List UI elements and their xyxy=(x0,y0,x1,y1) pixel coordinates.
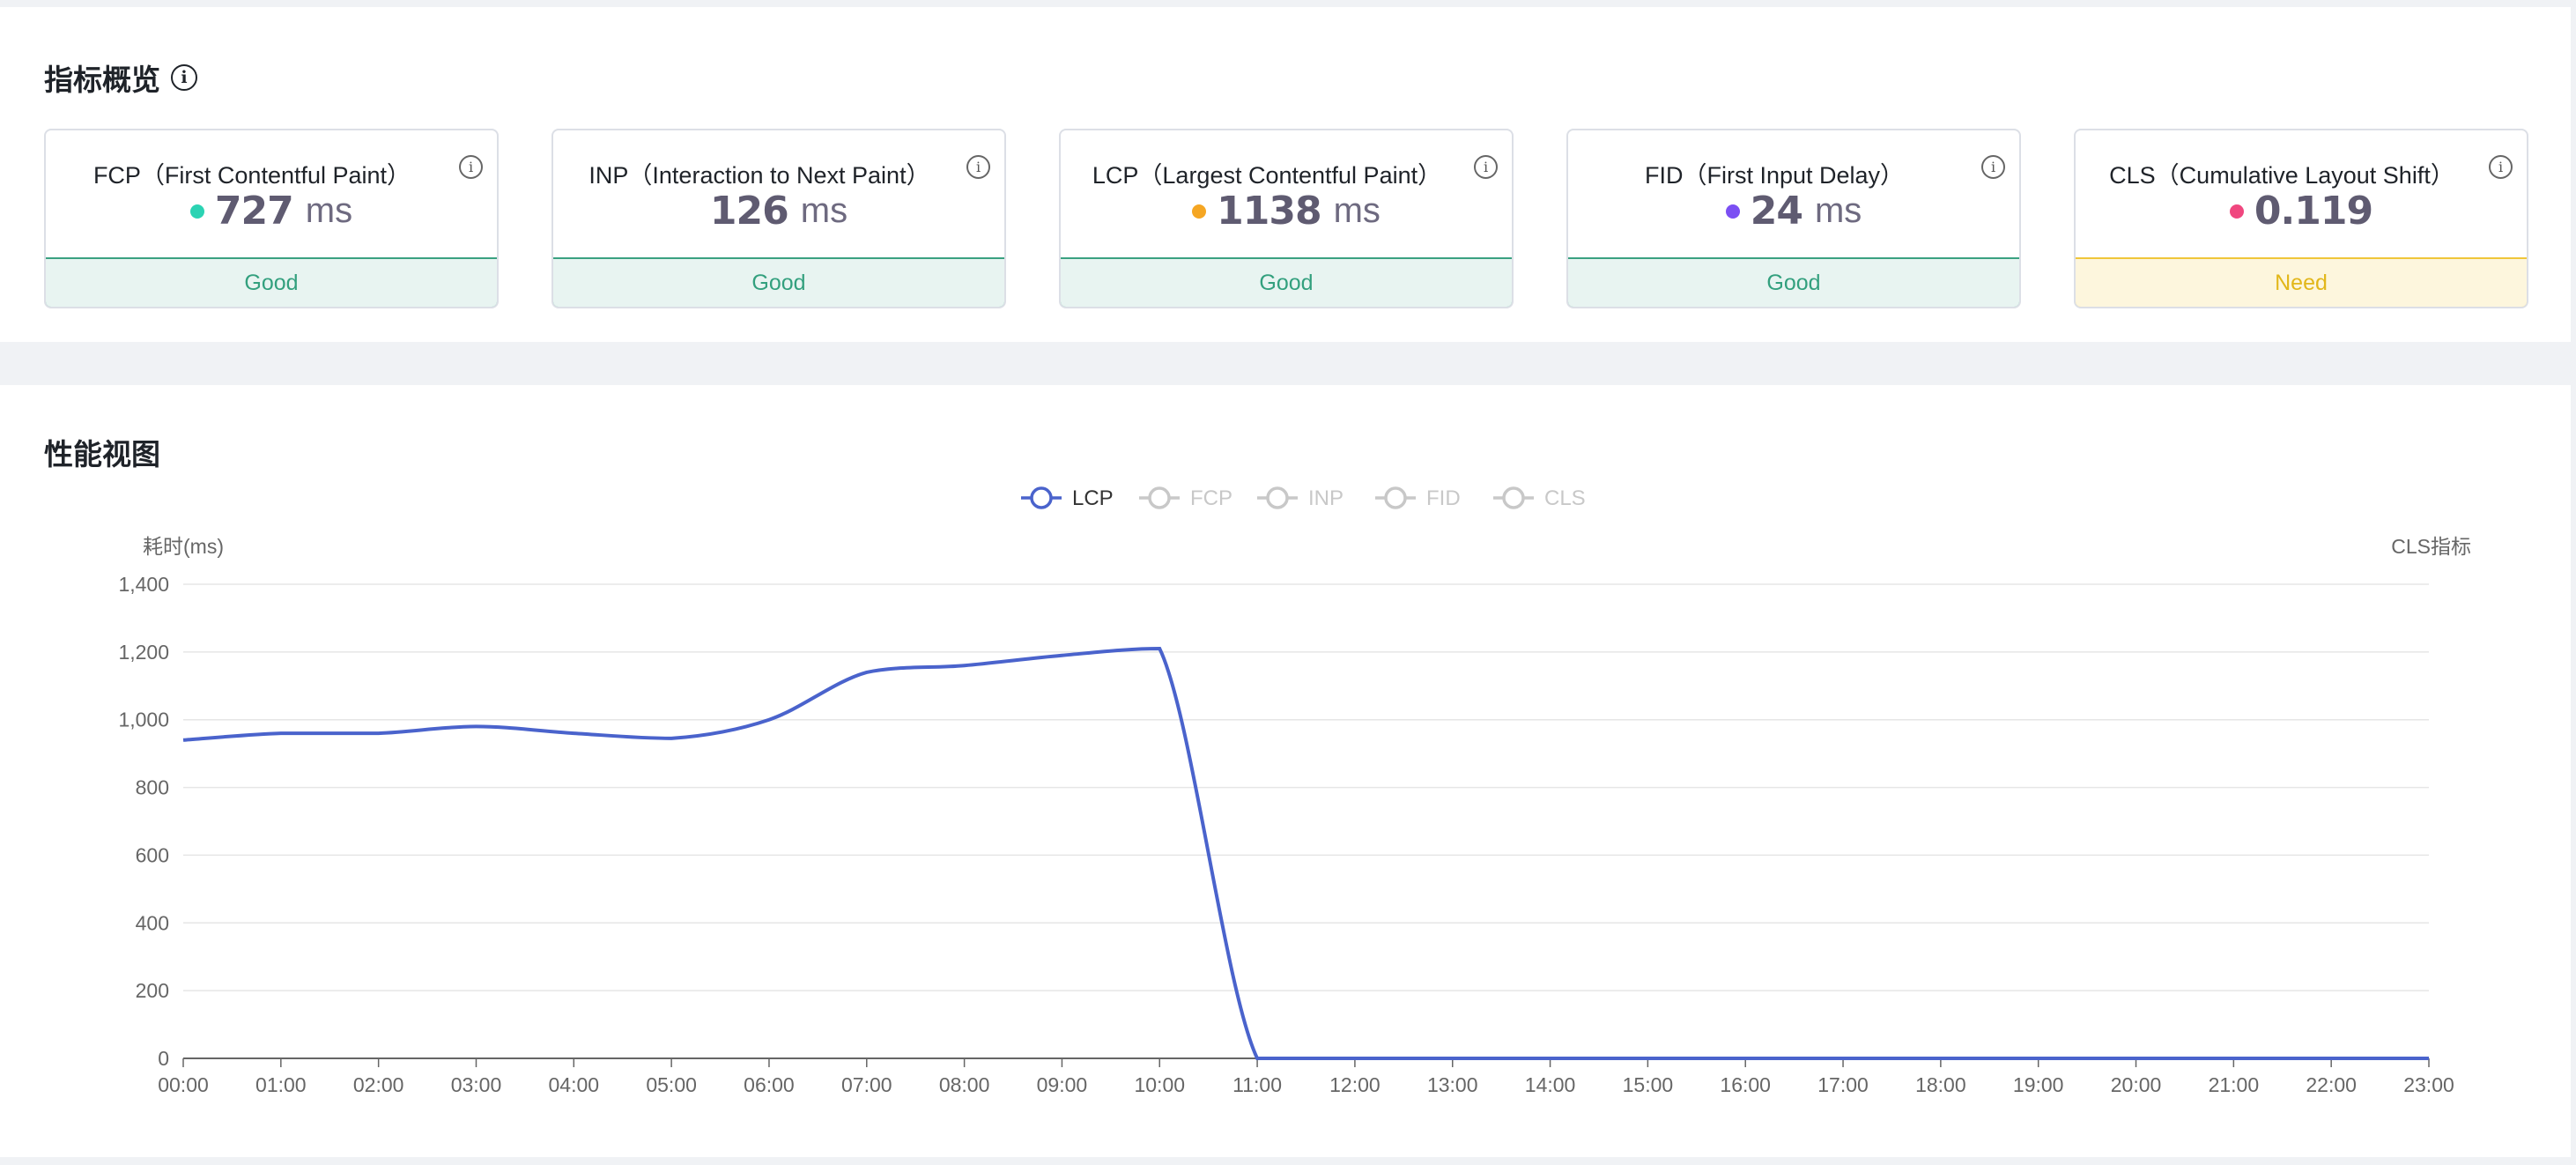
metric-card-fid: FID（First Input Delay） i 24 ms Good xyxy=(1566,129,2021,308)
performance-title: 性能视图 xyxy=(44,438,160,471)
metric-card-title: LCP（Largest Contentful Paint） xyxy=(1092,162,1442,189)
x-tick-label: 23:00 xyxy=(2403,1073,2454,1096)
legend-label: CLS xyxy=(1544,486,1586,510)
metric-value-row: 727 ms xyxy=(46,189,497,234)
y-axis-label: 耗时(ms) xyxy=(143,535,224,558)
metric-card-title: CLS（Cumulative Layout Shift） xyxy=(2109,162,2454,189)
status-badge: Good xyxy=(46,257,497,307)
legend-item-lcp[interactable]: LCP xyxy=(1021,486,1114,510)
x-tick-label: 08:00 xyxy=(939,1073,990,1096)
series-line-lcp xyxy=(182,647,2429,1060)
metric-card-cls: CLS（Cumulative Layout Shift） i 0.119 Need xyxy=(2074,129,2528,308)
x-tick-label: 19:00 xyxy=(2013,1073,2064,1096)
legend-item-inp[interactable]: INP xyxy=(1257,486,1344,510)
status-dot-icon xyxy=(189,204,204,219)
metric-card-inp: INP（Interaction to Next Paint） i 126 ms Good xyxy=(551,129,1006,308)
performance-chart: 0 200 400 600 800 1,000 1,200 1,400 00:00 01:00 02… xyxy=(118,486,2471,1096)
overview-title: 指标概览 i xyxy=(44,56,197,99)
performance-panel: 性能视图 0 200 400 600 800 1,000 1,200 1,400 00:00 01… xyxy=(0,385,2571,1157)
legend-marker-icon xyxy=(1030,486,1053,509)
x-tick-label: 02:00 xyxy=(353,1073,404,1096)
status-dot-icon xyxy=(2229,204,2244,219)
metric-value: 0.119 xyxy=(2254,189,2373,234)
info-icon[interactable]: i xyxy=(171,64,197,91)
status-badge: Good xyxy=(1061,257,1512,307)
x-tick-label: 18:00 xyxy=(1915,1073,1966,1096)
info-icon[interactable]: i xyxy=(2489,155,2513,179)
x-tick-label: 11:00 xyxy=(1232,1073,1282,1096)
overview-title-text: 指标概览 xyxy=(44,63,160,96)
x-tick-label: 10:00 xyxy=(1134,1073,1185,1096)
info-icon[interactable]: i xyxy=(459,155,483,179)
metric-unit: ms xyxy=(800,191,848,230)
metric-card-fcp: FCP（First Contentful Paint） i 727 ms Good xyxy=(44,129,499,308)
legend-label: FCP xyxy=(1190,486,1232,510)
status-dot-icon xyxy=(1192,204,1207,219)
x-tick-label: 04:00 xyxy=(549,1073,600,1096)
info-icon[interactable]: i xyxy=(1981,155,2005,179)
x-tick-label: 03:00 xyxy=(451,1073,502,1096)
x-tick-label: 15:00 xyxy=(1623,1073,1674,1096)
metric-card-title: FID（First Input Delay） xyxy=(1644,162,1905,189)
legend-item-fcp[interactable]: FCP xyxy=(1139,486,1232,510)
y-tick-label: 200 xyxy=(136,979,169,1002)
metric-value-row: 126 ms xyxy=(553,189,1004,234)
y-tick-label: 1,000 xyxy=(118,709,169,731)
x-tick-label: 20:00 xyxy=(2111,1073,2162,1096)
y-tick-label: 400 xyxy=(136,911,169,934)
metric-unit: ms xyxy=(1814,191,1862,230)
metric-value: 727 xyxy=(214,189,294,234)
x-tick-label: 14:00 xyxy=(1525,1073,1576,1096)
overview-panel: 指标概览 i FCP（First Contentful Paint） i 727 ms… xyxy=(0,7,2571,342)
metric-card-lcp: LCP（Largest Contentful Paint） i 1138 ms Good xyxy=(1059,129,1514,308)
x-tick-label: 22:00 xyxy=(2306,1073,2357,1096)
y-tick-label: 1,400 xyxy=(118,573,169,596)
x-tick-label: 05:00 xyxy=(646,1073,697,1096)
metric-value-row: 24 ms xyxy=(1568,189,2019,234)
legend-label: LCP xyxy=(1072,486,1114,510)
legend-marker-icon xyxy=(1502,486,1525,509)
status-badge: Good xyxy=(553,257,1004,307)
legend-label: FID xyxy=(1426,486,1461,510)
metric-value: 126 xyxy=(709,189,789,234)
metric-value-row: 0.119 xyxy=(2076,189,2527,234)
y2-axis-label: CLS指标 xyxy=(2391,535,2471,558)
metric-unit: ms xyxy=(305,191,353,230)
info-icon[interactable]: i xyxy=(966,155,990,179)
x-tick-label: 12:00 xyxy=(1329,1073,1381,1096)
legend-label: INP xyxy=(1308,486,1344,510)
metric-value-row: 1138 ms xyxy=(1061,189,1512,234)
y-tick-label: 1,200 xyxy=(118,641,169,664)
x-tick-label: 07:00 xyxy=(841,1073,892,1096)
x-tick-label: 21:00 xyxy=(2209,1073,2260,1096)
x-tick-label: 00:00 xyxy=(158,1073,209,1096)
x-tick-label: 13:00 xyxy=(1427,1073,1478,1096)
status-badge: Good xyxy=(1568,257,2019,307)
metric-value: 1138 xyxy=(1217,189,1321,234)
y-tick-label: 0 xyxy=(158,1047,169,1070)
x-tick-label: 17:00 xyxy=(1817,1073,1869,1096)
y-tick-label: 600 xyxy=(136,843,169,866)
y-tick-label: 800 xyxy=(136,776,169,799)
legend-marker-icon xyxy=(1148,486,1171,509)
legend-item-cls[interactable]: CLS xyxy=(1493,486,1586,510)
info-icon[interactable]: i xyxy=(1474,155,1498,179)
metric-value: 24 xyxy=(1750,189,1803,234)
legend-item-fid[interactable]: FID xyxy=(1375,486,1461,510)
status-dot-icon xyxy=(1725,204,1740,219)
metric-unit: ms xyxy=(1333,191,1381,230)
x-tick-label: 06:00 xyxy=(744,1073,795,1096)
x-tick-label: 16:00 xyxy=(1720,1073,1771,1096)
metric-card-title: FCP（First Contentful Paint） xyxy=(93,162,411,189)
metric-card-title: INP（Interaction to Next Paint） xyxy=(588,162,930,189)
legend-marker-icon xyxy=(1384,486,1407,509)
x-tick-label: 09:00 xyxy=(1037,1073,1088,1096)
status-badge: Need xyxy=(2076,257,2527,307)
x-tick-label: 01:00 xyxy=(255,1073,307,1096)
metric-cards: FCP（First Contentful Paint） i 727 ms Good INP… xyxy=(44,129,2528,308)
legend-marker-icon xyxy=(1266,486,1289,509)
